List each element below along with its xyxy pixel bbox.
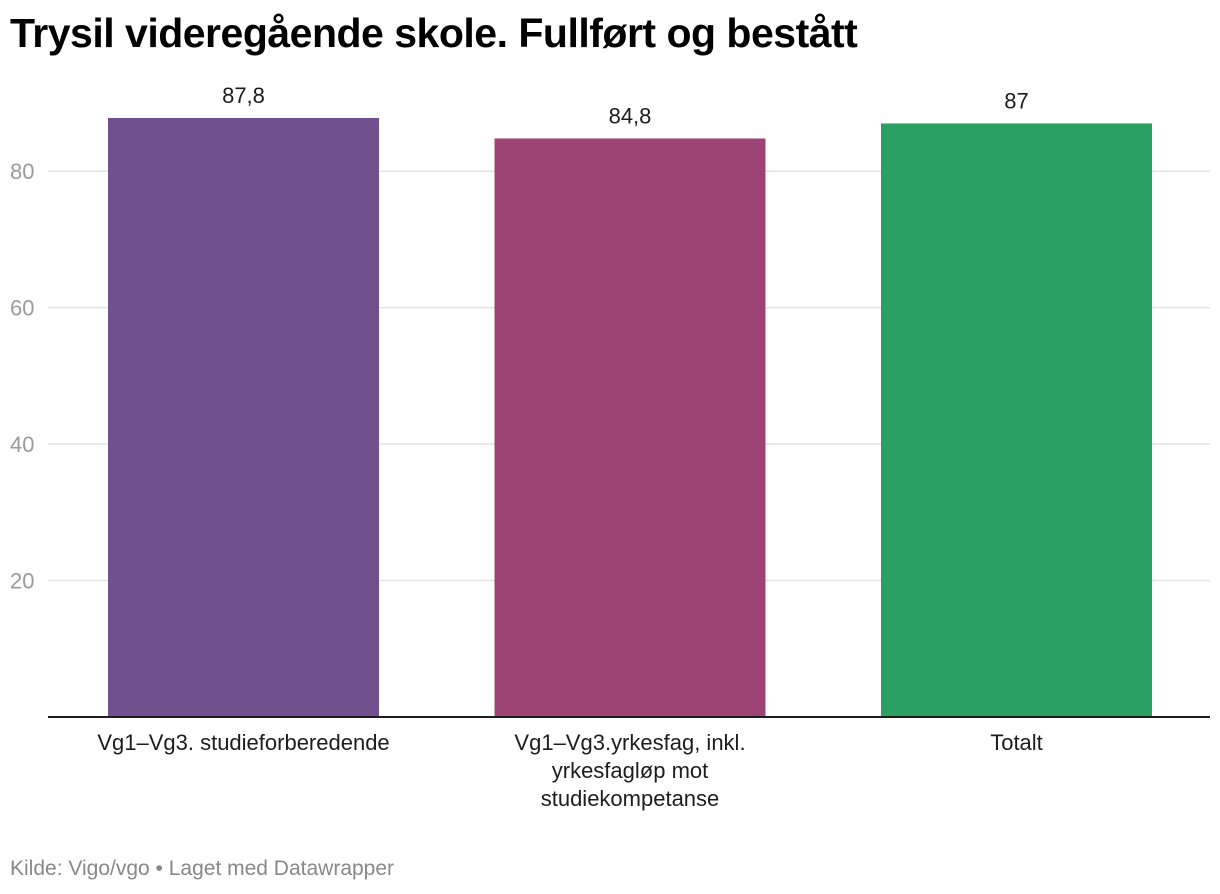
bar-2	[494, 138, 766, 717]
value-label-3: 87	[1004, 88, 1028, 113]
category-label-line: Vg1–Vg3.yrkesfag, inkl.	[514, 730, 745, 755]
bar-1	[108, 118, 379, 717]
bar-3	[881, 123, 1152, 717]
y-tick-label-40: 40	[10, 432, 34, 457]
value-label-1: 87,8	[222, 83, 265, 108]
category-label-1: Vg1–Vg3. studieforberedende	[97, 730, 389, 755]
category-label-line: Totalt	[990, 730, 1043, 755]
bars	[108, 118, 1152, 717]
y-tick-label-80: 80	[10, 159, 34, 184]
category-label-line: studiekompetanse	[541, 786, 720, 811]
category-label-line: Vg1–Vg3. studieforberedende	[97, 730, 389, 755]
category-label-3: Totalt	[990, 730, 1043, 755]
y-tick-label-20: 20	[10, 569, 34, 594]
category-label-2: Vg1–Vg3.yrkesfag, inkl. yrkesfagløp mot st…	[514, 730, 745, 811]
value-label-2: 84,8	[609, 103, 652, 128]
chart-title: Trysil videregående skole. Fullført og b…	[10, 10, 858, 56]
value-labels: 87,8 84,8 87	[222, 83, 1029, 128]
y-tick-label-60: 60	[10, 296, 34, 321]
category-labels: Vg1–Vg3. studieforberedende Vg1–Vg3.yrkes…	[97, 730, 1042, 811]
source-credit: Kilde: Vigo/vgo • Laget med Datawrapper	[10, 857, 395, 880]
category-label-line: yrkesfagløp mot	[552, 758, 709, 783]
bar-chart: 20 40 60 80 87,8 84,8 87 Vg1–Vg3. studieforbe…	[10, 83, 1210, 811]
